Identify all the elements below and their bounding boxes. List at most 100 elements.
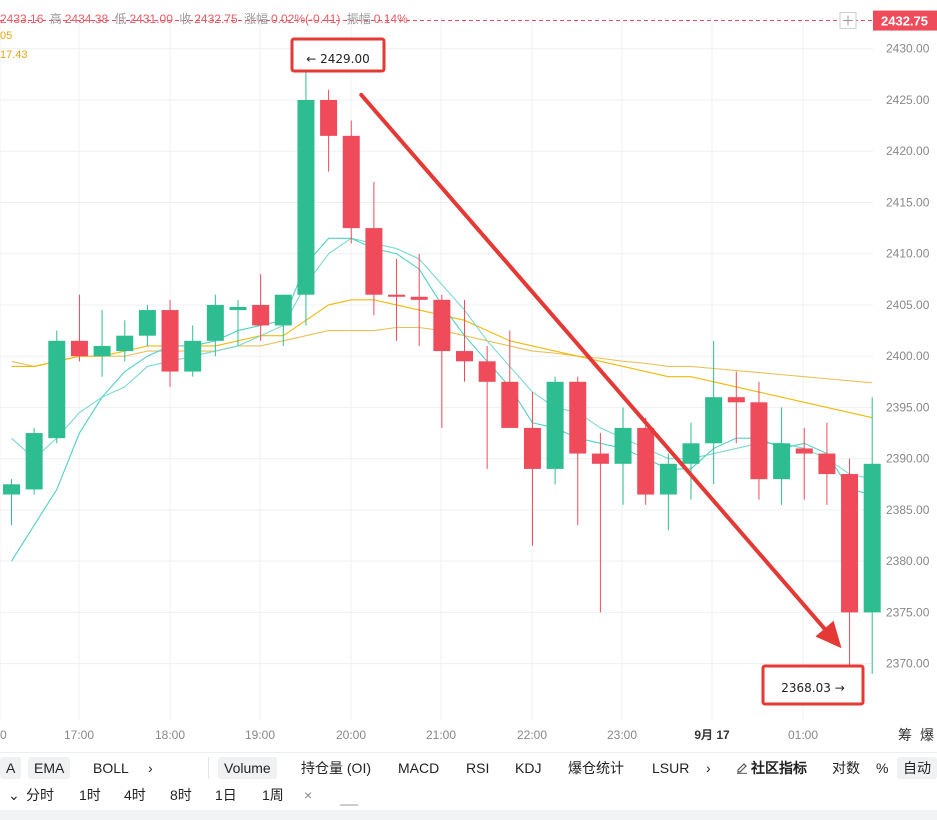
candle-down bbox=[841, 458, 859, 669]
candle-body bbox=[297, 99, 315, 295]
ohlc-change-value: 0.02%(-0.41) bbox=[271, 12, 341, 26]
candle-body bbox=[795, 448, 813, 454]
indicator-boll-button[interactable]: BOLL bbox=[93, 760, 129, 776]
candle-body bbox=[591, 453, 609, 464]
period-dropdown-icon[interactable]: ⌄ bbox=[8, 787, 20, 803]
candle-up bbox=[229, 299, 247, 346]
ma-legend-2: 17.43 bbox=[0, 49, 28, 61]
ohlc-close-value: 2432.75 bbox=[194, 12, 238, 26]
candlestick-chart[interactable]: 2430.00 2425.00 2420.00 2415.00 2410.00 2405.… bbox=[0, 0, 937, 750]
trend-arrow-shaft bbox=[359, 92, 827, 631]
x-tick-label: 18:00 bbox=[155, 728, 185, 742]
period-8h-button[interactable]: 8时 bbox=[170, 787, 192, 803]
indicator-lsur-button[interactable]: LSUR bbox=[652, 760, 690, 776]
candle-down bbox=[818, 422, 836, 505]
period-1w-button[interactable]: 1周 bbox=[262, 787, 284, 803]
period-1d-button[interactable]: 1日 bbox=[215, 787, 237, 803]
candle-down bbox=[591, 433, 609, 613]
candle-up bbox=[297, 58, 315, 326]
candle-body bbox=[659, 463, 677, 495]
ohlc-open-value: 2433.16 bbox=[0, 12, 44, 26]
low-annotation-label: 2368.03 → bbox=[781, 681, 845, 695]
indicator-kdj-button[interactable]: KDJ bbox=[515, 760, 542, 776]
period-bar: ⌄ 分时 1时 4时 8时 1日 1周 × bbox=[0, 782, 937, 808]
candle-up bbox=[116, 320, 134, 362]
edit-icon bbox=[737, 763, 747, 774]
indicator-liquidation-button[interactable]: 爆仓统计 bbox=[568, 760, 624, 776]
axis-corner-label: 筹 bbox=[898, 727, 912, 744]
candle-body bbox=[25, 433, 43, 490]
ohlc-high-value: 2434.38 bbox=[64, 12, 109, 26]
auto-scale-button[interactable]: 自动 bbox=[897, 757, 937, 779]
period-4h-button[interactable]: 4时 bbox=[124, 787, 146, 803]
y-tick-label: 2395.00 bbox=[886, 400, 930, 414]
ohlc-change-label: 涨幅 bbox=[243, 12, 268, 26]
indicator-oi-button[interactable]: 持仓量 (OI) bbox=[301, 760, 371, 776]
candle-up bbox=[614, 407, 632, 505]
y-tick-label: 2430.00 bbox=[886, 42, 930, 56]
candle-down bbox=[456, 299, 473, 382]
candle-up bbox=[25, 427, 43, 495]
candle-down bbox=[320, 89, 338, 172]
period-timeline-button[interactable]: 分时 bbox=[26, 787, 54, 803]
candle-down bbox=[433, 294, 451, 428]
candle-down bbox=[501, 330, 519, 428]
candle-body bbox=[773, 443, 791, 480]
high-annotation-box bbox=[290, 37, 386, 73]
candle-body bbox=[206, 304, 224, 341]
candle-down bbox=[727, 371, 745, 444]
y-tick-label: 2410.00 bbox=[886, 247, 930, 261]
y-tick-label: 2370.00 bbox=[886, 657, 930, 671]
ohlc-high-label: 高 bbox=[49, 12, 62, 26]
x-tick-label: 21:00 bbox=[426, 728, 456, 742]
candle-body bbox=[184, 340, 202, 372]
trend-arrow-head bbox=[815, 620, 842, 649]
candle-body bbox=[569, 381, 587, 454]
candle-body bbox=[70, 340, 88, 357]
candle-body bbox=[546, 381, 564, 469]
candle-body bbox=[229, 306, 247, 311]
candle-down bbox=[161, 299, 179, 387]
candle-down bbox=[795, 427, 813, 500]
percent-scale-button[interactable]: % bbox=[876, 760, 889, 776]
last-price-tag bbox=[873, 10, 937, 31]
candle-body bbox=[116, 335, 134, 352]
indicator-volume-button[interactable]: Volume bbox=[218, 757, 277, 779]
y-tick-label: 2390.00 bbox=[886, 452, 930, 466]
candle-up bbox=[274, 294, 292, 346]
candle-body bbox=[342, 135, 360, 229]
log-scale-button[interactable]: 对数 bbox=[832, 760, 860, 776]
candle-down bbox=[365, 181, 383, 316]
candle-body bbox=[750, 402, 768, 480]
candle-body bbox=[161, 310, 179, 372]
candle-body bbox=[410, 296, 428, 300]
chevron-right-icon[interactable]: › bbox=[706, 760, 711, 776]
x-tick-label: 01:00 bbox=[788, 728, 818, 742]
close-icon[interactable]: × bbox=[304, 787, 313, 803]
chevron-right-icon[interactable]: › bbox=[148, 760, 153, 776]
axis-corner-label: 爆 bbox=[920, 728, 934, 744]
ohlc-amplitude-label: 振幅 bbox=[346, 12, 371, 26]
chart-canvas[interactable]: 2430.00 2425.00 2420.00 2415.00 2410.00 2405.… bbox=[0, 0, 937, 750]
candle-down bbox=[478, 345, 496, 469]
candle-down bbox=[410, 253, 428, 346]
candle-up bbox=[682, 422, 700, 500]
period-1h-button[interactable]: 1时 bbox=[79, 787, 101, 803]
candle-body bbox=[682, 443, 700, 464]
indicator-macd-button[interactable]: MACD bbox=[398, 760, 440, 776]
indicator-ema-button[interactable]: EMA bbox=[28, 757, 71, 779]
candle-down bbox=[252, 274, 270, 341]
candle-body bbox=[274, 294, 292, 326]
indicator-rsi-button[interactable]: RSI bbox=[466, 760, 490, 776]
candle-up bbox=[659, 453, 677, 531]
candle-body bbox=[818, 453, 836, 475]
bottom-strip bbox=[0, 810, 937, 820]
indicator-ma-button[interactable]: A bbox=[0, 757, 22, 779]
candle-body bbox=[478, 361, 496, 382]
candle-body bbox=[3, 484, 20, 495]
ohlc-low-label: 低 bbox=[114, 12, 127, 26]
candle-body bbox=[138, 310, 156, 336]
candle-up bbox=[48, 330, 66, 444]
x-tick-label: 20:00 bbox=[336, 728, 366, 742]
community-indicators-button[interactable]: 社区指标 bbox=[730, 757, 813, 779]
